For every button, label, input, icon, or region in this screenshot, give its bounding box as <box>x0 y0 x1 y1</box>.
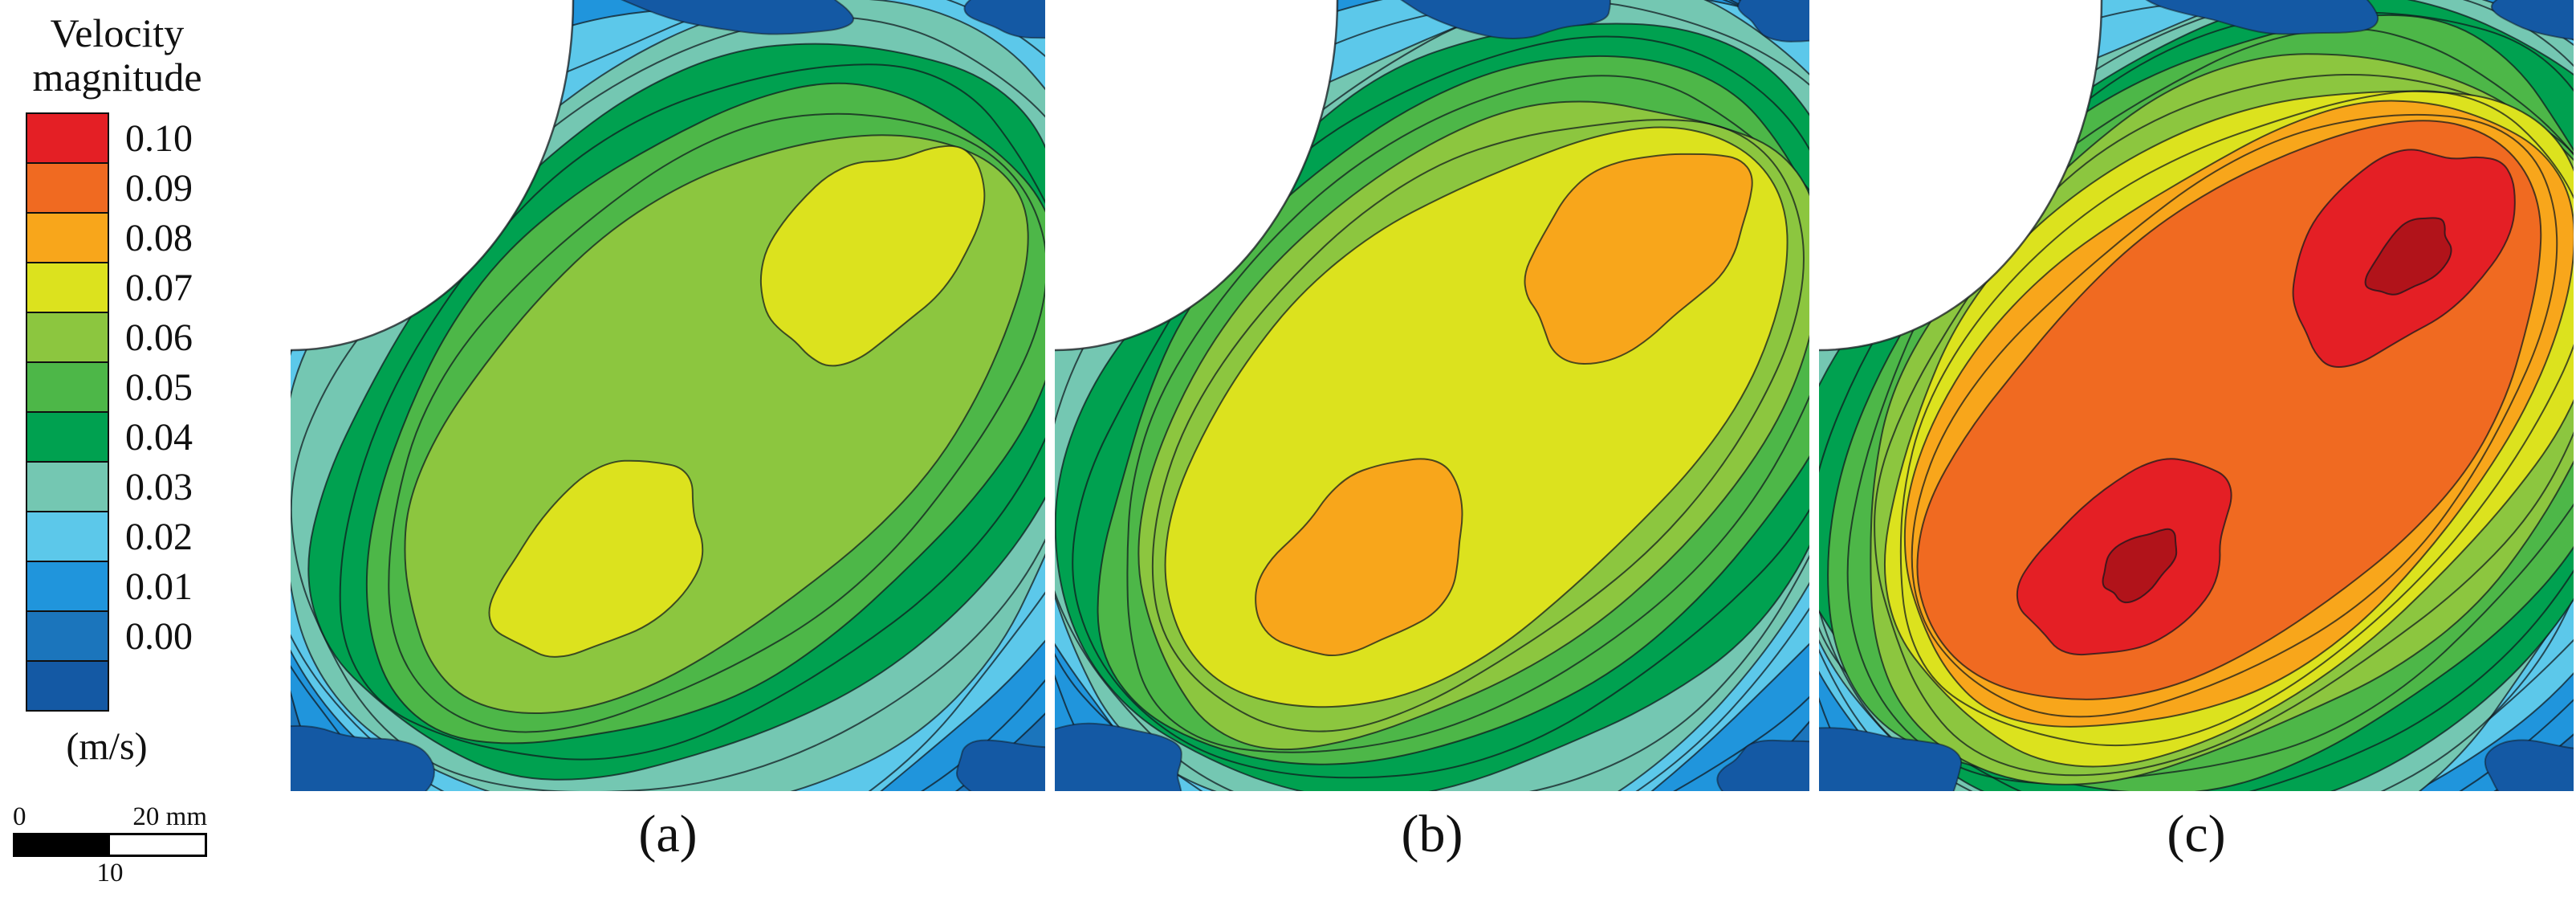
colorbar-swatch <box>26 461 109 512</box>
colorbar-tick-label: 0.02 <box>125 515 193 558</box>
colorbar-tick-label: 0.08 <box>125 216 193 259</box>
legend-title-line1: Velocity <box>50 10 185 55</box>
contour-plot-a <box>291 0 1045 791</box>
scale-bar-black-segment <box>15 834 110 855</box>
panel-label-b: (b) <box>1401 805 1463 863</box>
colorbar-row: 0.03 <box>26 461 287 512</box>
contour-panel-c: (c) <box>1819 0 2574 865</box>
colorbar-row: 0.06 <box>26 312 287 363</box>
colorbar-swatch <box>26 511 109 562</box>
colorbar-row: 0.10 <box>26 112 287 164</box>
colorbar-tick-label: 0.10 <box>125 116 193 160</box>
colorbar-tick-label: 0.04 <box>125 415 193 459</box>
colorbar-tick-label: 0.07 <box>125 266 193 309</box>
panel-label-c: (c) <box>2167 805 2226 863</box>
contour-panels: (a) (b) (c) <box>291 0 2574 865</box>
scale-bar-end-label: 20 mm <box>132 802 207 831</box>
colorbar-tick-label: 0.09 <box>125 166 193 210</box>
colorbar-row <box>26 660 287 712</box>
colorbar-row: 0.04 <box>26 411 287 463</box>
colorbar-swatch <box>26 212 109 263</box>
scale-bar-start-label: 0 <box>13 802 26 831</box>
colorbar-row: 0.00 <box>26 610 287 662</box>
colorbar-swatch <box>26 610 109 662</box>
colorbar-swatch <box>26 561 109 612</box>
scale-bar-mid-label: 10 <box>96 858 124 887</box>
colorbar-swatch <box>26 660 109 712</box>
scale-bar-white-segment <box>110 834 205 855</box>
colorbar-swatch <box>26 361 109 413</box>
contour-panel-b: (b) <box>1055 0 1809 865</box>
colorbar-swatch <box>26 262 109 313</box>
scale-bar-bar <box>13 832 207 857</box>
contour-plot-b <box>1055 0 1809 791</box>
colorbar: 0.10 0.09 0.08 0.07 0.06 0.05 0.04 0.03 0.02 0.01… <box>26 112 287 712</box>
colorbar-row: 0.07 <box>26 262 287 313</box>
colorbar-row: 0.09 <box>26 162 287 214</box>
colorbar-tick-label: 0.06 <box>125 316 193 359</box>
contour-plot-c <box>1819 0 2574 791</box>
colorbar-tick-label: 0.01 <box>125 565 193 608</box>
colorbar-legend: Velocity magnitude 0.10 0.09 0.08 0.07 0.06 0… <box>14 11 287 769</box>
scale-bar-top-labels: 0 20 mm <box>13 803 207 831</box>
colorbar-tick-label: 0.00 <box>125 614 193 658</box>
panel-label-a: (a) <box>638 805 698 863</box>
colorbar-tick-label: 0.03 <box>125 465 193 508</box>
colorbar-row: 0.05 <box>26 361 287 413</box>
legend-title: Velocity magnitude <box>14 11 220 100</box>
colorbar-row: 0.02 <box>26 511 287 562</box>
colorbar-swatch <box>26 312 109 363</box>
colorbar-swatch <box>26 162 109 214</box>
colorbar-row: 0.01 <box>26 561 287 612</box>
colorbar-tick-label: 0.05 <box>125 365 193 409</box>
colorbar-swatch <box>26 411 109 463</box>
colorbar-swatch <box>26 112 109 164</box>
contour-panel-a: (a) <box>291 0 1045 865</box>
legend-unit: (m/s) <box>66 725 148 768</box>
legend-title-line2: magnitude <box>32 55 202 100</box>
colorbar-row: 0.08 <box>26 212 287 263</box>
scale-bar: 0 20 mm 10 <box>13 803 207 888</box>
